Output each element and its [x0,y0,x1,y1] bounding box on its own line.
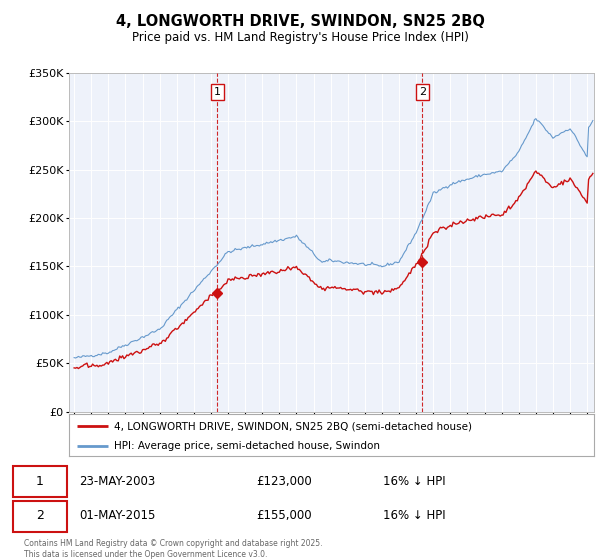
Text: 4, LONGWORTH DRIVE, SWINDON, SN25 2BQ: 4, LONGWORTH DRIVE, SWINDON, SN25 2BQ [116,14,484,29]
Text: £155,000: £155,000 [256,509,311,522]
Text: 16% ↓ HPI: 16% ↓ HPI [383,509,445,522]
FancyBboxPatch shape [13,466,67,497]
Text: Contains HM Land Registry data © Crown copyright and database right 2025.
This d: Contains HM Land Registry data © Crown c… [24,539,323,559]
Text: 01-MAY-2015: 01-MAY-2015 [79,509,155,522]
Text: 2: 2 [419,87,426,97]
Text: 4, LONGWORTH DRIVE, SWINDON, SN25 2BQ (semi-detached house): 4, LONGWORTH DRIVE, SWINDON, SN25 2BQ (s… [113,421,472,431]
Text: £123,000: £123,000 [256,474,311,488]
Text: 16% ↓ HPI: 16% ↓ HPI [383,474,445,488]
Text: HPI: Average price, semi-detached house, Swindon: HPI: Average price, semi-detached house,… [113,441,380,451]
Text: 23-MAY-2003: 23-MAY-2003 [79,474,155,488]
Text: 1: 1 [36,474,44,488]
Text: 1: 1 [214,87,221,97]
FancyBboxPatch shape [13,501,67,532]
Text: Price paid vs. HM Land Registry's House Price Index (HPI): Price paid vs. HM Land Registry's House … [131,31,469,44]
Text: 2: 2 [36,509,44,522]
